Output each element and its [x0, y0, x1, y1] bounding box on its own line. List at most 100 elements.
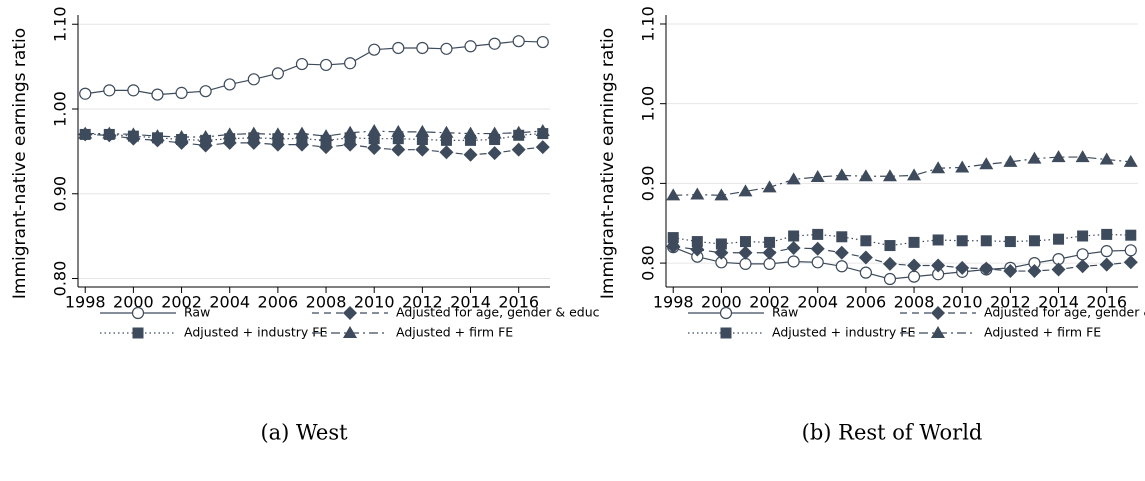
- marker: [174, 129, 189, 142]
- legend-label: Raw: [772, 305, 798, 320]
- marker: [931, 258, 946, 273]
- marker: [368, 133, 380, 145]
- marker: [344, 132, 356, 144]
- legend-label: Adjusted + industry FE: [772, 325, 915, 340]
- marker: [1051, 150, 1066, 163]
- marker: [1003, 154, 1018, 167]
- legend-label: Adjusted + firm FE: [396, 325, 513, 340]
- marker: [1099, 152, 1114, 165]
- marker: [416, 134, 428, 146]
- marker: [667, 232, 679, 244]
- y-axis-label: Immigrant-native earnings ratio: [598, 28, 618, 299]
- series-line: [673, 156, 1131, 196]
- marker: [1003, 264, 1018, 279]
- legend-marker: [931, 326, 945, 338]
- marker: [368, 43, 381, 56]
- legend-label: Adjusted + firm FE: [984, 325, 1101, 340]
- marker: [223, 78, 236, 91]
- marker: [1053, 233, 1065, 245]
- marker: [391, 124, 406, 137]
- marker: [79, 87, 92, 100]
- marker: [319, 129, 334, 142]
- marker: [270, 127, 285, 140]
- marker: [175, 86, 188, 99]
- marker: [955, 160, 970, 173]
- marker: [907, 168, 922, 181]
- marker: [762, 245, 777, 260]
- marker: [296, 133, 308, 145]
- marker: [762, 180, 777, 193]
- marker: [1004, 236, 1016, 248]
- x-tick-label: 2002: [749, 293, 790, 312]
- marker: [487, 126, 502, 139]
- marker: [439, 145, 454, 160]
- marker: [1123, 255, 1138, 270]
- x-tick-label: 1998: [653, 293, 694, 312]
- marker: [1077, 230, 1089, 242]
- marker: [739, 236, 751, 248]
- x-tick-label: 2000: [113, 293, 154, 312]
- marker: [416, 41, 429, 55]
- marker: [102, 126, 117, 139]
- legend-marker: [720, 327, 732, 339]
- marker: [859, 266, 872, 279]
- marker: [439, 125, 454, 138]
- marker: [835, 260, 848, 273]
- y-tick-label: 0.90: [51, 176, 70, 212]
- marker: [1124, 244, 1137, 257]
- marker: [295, 57, 309, 71]
- marker: [271, 67, 284, 80]
- marker: [1123, 154, 1138, 167]
- marker: [415, 142, 430, 157]
- marker: [882, 169, 897, 182]
- legend-label: Adjusted + industry FE: [184, 325, 327, 340]
- marker: [465, 134, 477, 146]
- x-tick-label: 2006: [846, 293, 887, 312]
- marker: [908, 236, 920, 248]
- marker: [979, 157, 994, 170]
- legend-marker: [132, 327, 144, 339]
- legend-label: Adjusted for age, gender & educ: [984, 305, 1145, 320]
- y-tick-label: 0.80: [51, 261, 70, 297]
- marker: [391, 142, 406, 157]
- marker: [1051, 262, 1066, 277]
- marker: [535, 140, 550, 155]
- marker: [1075, 150, 1090, 163]
- marker: [392, 133, 404, 145]
- marker: [1100, 245, 1113, 258]
- marker: [512, 35, 525, 48]
- marker: [367, 140, 382, 155]
- x-tick-label: 2000: [701, 293, 742, 312]
- x-tick-label: 2004: [209, 293, 250, 312]
- marker: [463, 147, 478, 162]
- caption: (a) West: [260, 421, 348, 445]
- legend-marker: [131, 306, 145, 320]
- y-tick-label: 1.00: [639, 86, 658, 122]
- y-tick-label: 1.10: [51, 6, 70, 42]
- marker: [788, 230, 800, 242]
- marker: [151, 88, 164, 101]
- marker: [246, 126, 261, 139]
- marker: [666, 188, 681, 201]
- marker: [812, 228, 824, 240]
- marker: [690, 187, 705, 200]
- y-tick-label: 0.90: [639, 166, 658, 202]
- marker: [979, 261, 994, 276]
- x-tick-label: 2012: [402, 293, 443, 312]
- marker: [1027, 151, 1042, 164]
- marker: [489, 134, 501, 146]
- marker: [103, 84, 116, 97]
- marker: [536, 35, 549, 49]
- marker: [127, 84, 140, 97]
- marker: [344, 57, 357, 70]
- marker: [1125, 229, 1137, 241]
- caption: (b) Rest of World: [802, 421, 983, 445]
- x-tick-label: 2016: [498, 293, 539, 312]
- y-tick-label: 0.80: [639, 245, 658, 281]
- marker: [836, 231, 848, 243]
- x-tick-label: 2010: [354, 293, 395, 312]
- marker: [834, 168, 849, 181]
- marker: [714, 188, 729, 201]
- marker: [78, 126, 93, 139]
- marker: [739, 257, 752, 270]
